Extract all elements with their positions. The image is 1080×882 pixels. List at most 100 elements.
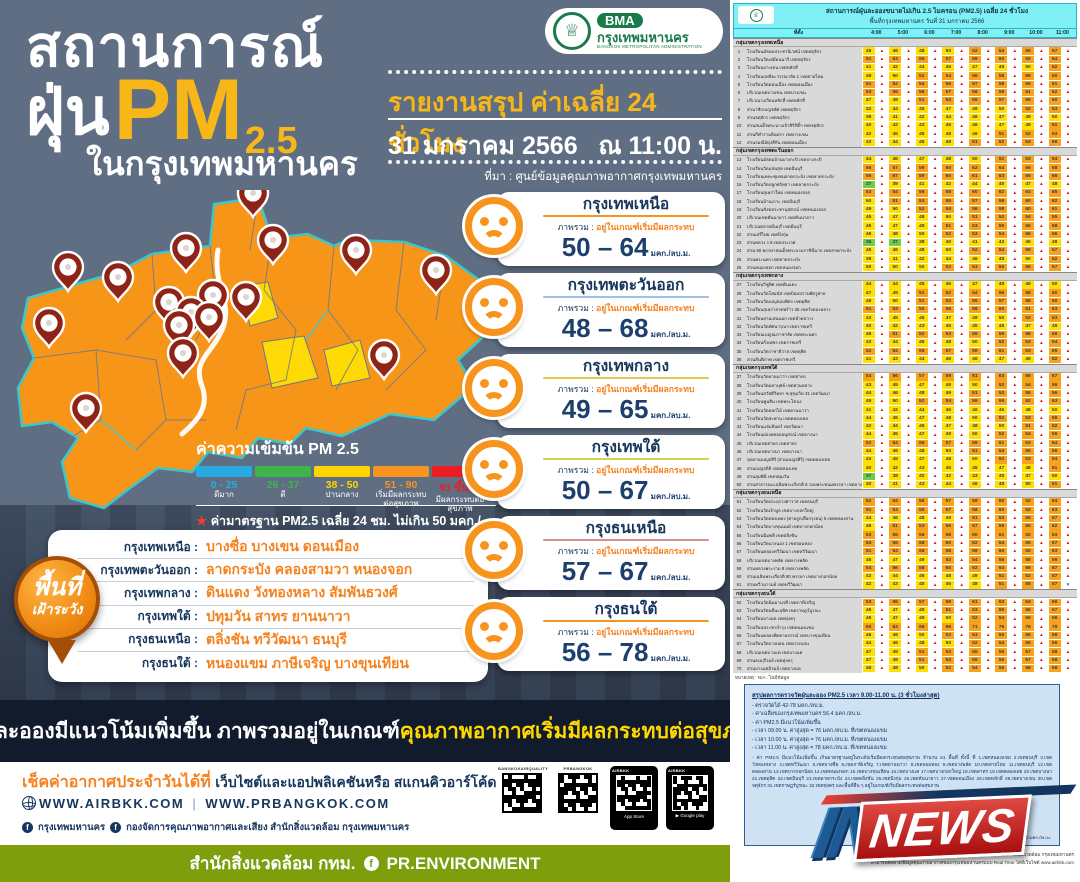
app-qr-code[interactable]: AIRBKK App Store	[610, 766, 658, 830]
col-time-header: 10:00	[1029, 30, 1043, 36]
col-time-header: 9:00	[1004, 30, 1015, 36]
zone-overview: ภาพรวม : อยู่ในเกณฑ์เริ่มมีผลกระทบ	[557, 626, 695, 637]
pm-value-cell: 53	[889, 55, 902, 64]
pm-value-cell: 52	[942, 289, 955, 297]
prbangkok-link[interactable]: WWW.PRBANGKOK.COM	[205, 796, 390, 811]
pm-value-cell: 55	[1022, 47, 1035, 55]
trend-up-icon: ▲	[1065, 640, 1071, 646]
pm-value-cell: 62	[968, 164, 981, 172]
pm-value-cell: 41	[889, 113, 902, 122]
trend-up-icon: ▲	[985, 306, 991, 312]
trend-up-icon: ▲	[985, 81, 991, 87]
trend-up-icon: ▲	[879, 97, 885, 103]
trend-up-icon: ▲	[1039, 298, 1044, 304]
pm-value-cell: 58	[1022, 297, 1035, 306]
trend-up-icon: ▲	[879, 164, 885, 170]
trend-up-icon: ▲	[1012, 531, 1018, 537]
pm-value-cell: 55	[942, 197, 955, 205]
pm-value-cell: 57	[942, 55, 955, 64]
pm-value-cell: 50	[889, 398, 902, 406]
face-frown	[482, 311, 506, 335]
app-store-badge[interactable]: App Store	[623, 813, 644, 819]
pm-value-cell: 49	[889, 656, 902, 665]
pm-value-cell: 43	[915, 481, 928, 489]
row-number: 41	[733, 405, 745, 415]
trend-up-icon: ▲	[959, 373, 964, 379]
trend-up-icon: ▲	[985, 247, 991, 253]
trend-up-icon: ▲	[1012, 281, 1018, 287]
trend-up-icon: ▲	[1039, 623, 1044, 629]
pm-value-cell: 43	[915, 122, 928, 130]
row-number: 22	[733, 230, 745, 239]
trend-up-icon: ▲	[906, 139, 911, 145]
row-number: 58	[733, 555, 745, 565]
trend-up-icon: ▲	[1065, 390, 1071, 396]
legend-range: 51 - 90	[384, 479, 418, 491]
pm-value-cell: 53	[995, 447, 1008, 456]
pm-value-cell: 44	[889, 138, 902, 147]
qr-code[interactable]: BANGKOKAIRQUALITY	[498, 766, 548, 830]
trend-up-icon: ▲	[1039, 181, 1044, 187]
trend-up-icon: ▲	[1039, 247, 1044, 253]
google-play-badge[interactable]: ▶ Google play	[675, 813, 705, 818]
table-header: ♕ สถานการณ์ฝุ่นละอองขนาดไม่เกิน 2.5 ไมคร…	[733, 3, 1077, 29]
pm-value-cell: 49	[915, 556, 928, 564]
table-row: 18 โรงเรียนบ้านเกาะ เขตมีนบุรี 50 ▲ 51 ▲ 53 ▲ 55…	[733, 197, 1077, 206]
greenbar-facebook[interactable]: PR.ENVIRONMENT	[386, 853, 541, 873]
trend-up-icon: ▲	[1065, 314, 1071, 320]
row-number: 30	[733, 305, 745, 314]
pm-value-cell: 51	[995, 572, 1008, 581]
trend-up-icon: ▲	[932, 640, 938, 646]
pm-value-cell: 49	[942, 431, 955, 439]
pm-value-cell: 51	[1048, 481, 1061, 489]
trend-up-icon: ▲	[959, 390, 964, 396]
zone-divider	[543, 376, 709, 379]
bma-seal-icon: ♕	[749, 8, 763, 22]
pm-value-cell: 46	[968, 355, 981, 364]
pm-value-cell: 43	[862, 138, 875, 147]
pm-value-cell: 51	[915, 289, 928, 297]
pm-value-cell: 54	[915, 80, 928, 89]
station-name: สวนกีฬารามอินทรา เขตบางเขน	[745, 129, 862, 139]
trend-up-icon: ▲	[1065, 473, 1071, 479]
app-qr-code[interactable]: AIRBKK ▶ Google play	[666, 766, 714, 830]
trend-up-icon: ▲	[1065, 623, 1071, 629]
watch-zone-label: กรุงเทพใต้ :	[137, 609, 198, 624]
facebook-bma[interactable]: กรุงเทพมหานคร	[38, 822, 106, 833]
table-row: 70 สวนบางแคภิรมย์ เขตบางแค 46 ▲ 48 ▲ 50 ▲ 52 ▲ 54 ▲…	[733, 664, 1077, 673]
pm-value-cell: 55	[1022, 640, 1035, 648]
trend-up-icon: ▲	[1039, 197, 1044, 203]
summary-bullet: - เวลา 11.00 น. ค่าสูงสุด = 78 มคก./ลบ.ม…	[752, 744, 887, 751]
pm-value-cell: 52	[968, 247, 981, 255]
pm-value-cell: 45	[862, 615, 875, 623]
pm-value-cell: 54	[1022, 381, 1035, 389]
pm-value-cell: 45	[889, 381, 902, 389]
pm-value-cell: 55	[915, 55, 928, 64]
table-source-line2: สามารถติดตามข้อมูลคุณภาพอากาศของกรุงเทพม…	[871, 860, 1074, 865]
trend-up-icon: ▲	[1065, 281, 1071, 287]
trend-up-icon: ▲	[906, 173, 911, 178]
table-row: 35 โรงเรียนวัดราชาธิวาส เขตดุสิต 52 ▲ 54 ▲ 55 ▲…	[733, 347, 1077, 356]
station-name: โรงเรียนวัดปลูกศรัทธา เขตลาดกระบัง	[745, 180, 862, 189]
pm-value-cell: 44	[862, 414, 875, 423]
trend-up-icon: ▲	[1065, 323, 1071, 329]
qr-code[interactable]: PRBANGKOK	[554, 766, 602, 830]
pm-value-cell: 53	[915, 197, 928, 205]
pm-value-cell: 46	[968, 122, 981, 130]
pm-value-cell: 78	[1048, 623, 1061, 631]
facebook-env-office[interactable]: กองจัดการคุณภาพอากาศและเสียง สำนักสิ่งแว…	[126, 822, 410, 833]
pm-value-cell: 53	[942, 656, 955, 665]
airbkk-link[interactable]: WWW.AIRBKK.COM	[22, 796, 184, 811]
pm-value-cell: 55	[889, 598, 902, 606]
trend-up-icon: ▲	[959, 573, 964, 579]
trend-up-icon: ▲	[985, 448, 991, 454]
trend-up-icon: ▲	[879, 423, 885, 429]
trend-up-icon: ▲	[879, 347, 885, 353]
pm-value-cell: 48	[942, 339, 955, 347]
pm-value-cell: 53	[862, 189, 875, 197]
trend-up-icon: ▲	[879, 657, 885, 663]
pm-value-cell: 61	[1022, 88, 1035, 97]
legend-item: 26 - 37 ดี	[255, 466, 311, 514]
pm-value-cell: 59	[1048, 556, 1061, 564]
table-row: 44 โรงเรียนผ่องพลอยอนุสรณ์ เขตบางนา 44 ▲ 45 ▲…	[733, 430, 1077, 440]
